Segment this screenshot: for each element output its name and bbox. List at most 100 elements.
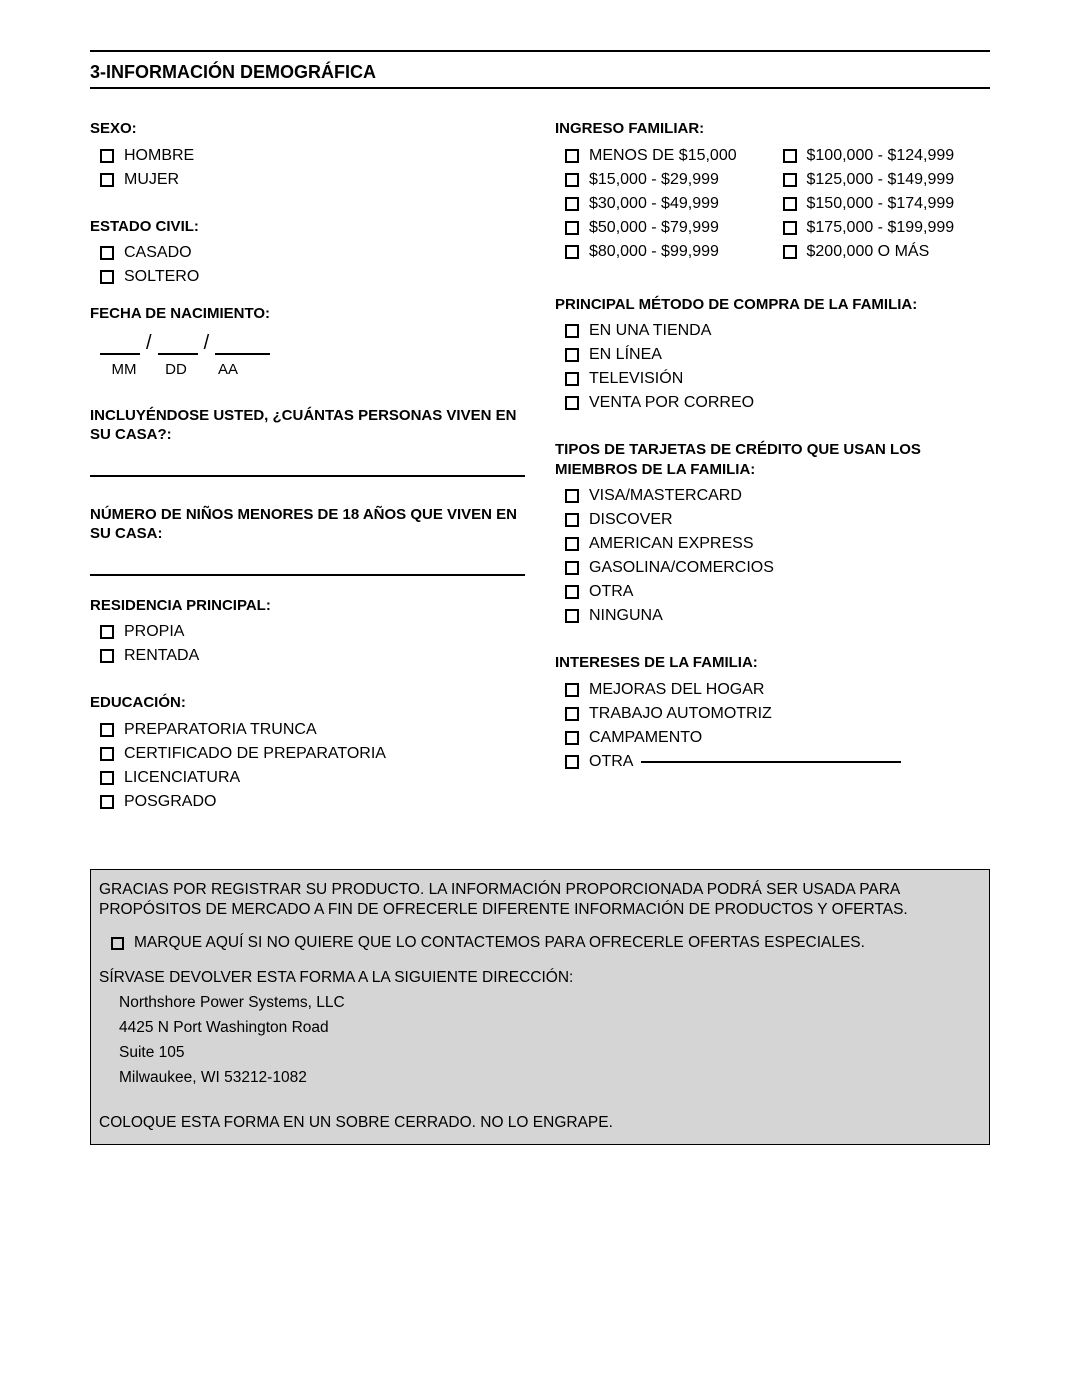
ingreso-i-row[interactable]: $175,000 - $199,999 xyxy=(783,219,991,237)
checkbox-icon xyxy=(565,348,579,362)
checkbox-icon xyxy=(565,585,579,599)
residencia-propia-row[interactable]: PROPIA xyxy=(100,623,525,641)
option-text: EN LÍNEA xyxy=(589,346,662,364)
tarjetas-amex-row[interactable]: AMERICAN EXPRESS xyxy=(565,535,990,553)
metodo-linea-row[interactable]: EN LÍNEA xyxy=(565,346,990,364)
fecha-group: FECHA DE NACIMIENTO: / / MM DD AA xyxy=(90,304,525,378)
ingreso-f-row[interactable]: $100,000 - $124,999 xyxy=(783,147,991,165)
personas-input-line[interactable] xyxy=(90,453,525,477)
tarjetas-gas-row[interactable]: GASOLINA/COMERCIOS xyxy=(565,559,990,577)
checkbox-icon xyxy=(565,221,579,235)
date-entry[interactable]: / / MM DD AA xyxy=(100,332,525,378)
option-text: HOMBRE xyxy=(124,147,194,165)
tarjetas-ninguna-row[interactable]: NINGUNA xyxy=(565,607,990,625)
date-slash: / xyxy=(202,332,212,355)
option-text: $150,000 - $174,999 xyxy=(807,195,955,213)
date-labels: MM DD AA xyxy=(100,361,525,378)
left-column: SEXO: HOMBRE MUJER ESTADO CIVIL: CASADO … xyxy=(90,119,525,839)
ingreso-d-row[interactable]: $50,000 - $79,999 xyxy=(565,219,773,237)
footer-box: GRACIAS POR REGISTRAR SU PRODUCTO. LA IN… xyxy=(90,869,990,1145)
checkbox-icon xyxy=(565,707,579,721)
intereses-hogar-row[interactable]: MEJORAS DEL HOGAR xyxy=(565,681,990,699)
footer-thanks: GRACIAS POR REGISTRAR SU PRODUCTO. LA IN… xyxy=(99,880,981,922)
option-text: NINGUNA xyxy=(589,607,663,625)
checkbox-icon xyxy=(565,683,579,697)
ingreso-j-row[interactable]: $200,000 O MÁS xyxy=(783,243,991,261)
option-text: PREPARATORIA TRUNCA xyxy=(124,721,317,739)
date-aa-slot[interactable] xyxy=(215,335,270,355)
estado-casado-row[interactable]: CASADO xyxy=(100,244,525,262)
option-text: TRABAJO AUTOMOTRIZ xyxy=(589,705,772,723)
intereses-label: INTERESES DE LA FAMILIA: xyxy=(555,653,990,673)
residencia-group: RESIDENCIA PRINCIPAL: PROPIA RENTADA xyxy=(90,596,525,666)
metodo-tienda-row[interactable]: EN UNA TIENDA xyxy=(565,322,990,340)
option-text: $50,000 - $79,999 xyxy=(589,219,719,237)
footer-addr3: Suite 105 xyxy=(119,1043,981,1064)
educacion-cert-prep-row[interactable]: CERTIFICADO DE PREPARATORIA xyxy=(100,745,525,763)
educacion-licenciatura-row[interactable]: LICENCIATURA xyxy=(100,769,525,787)
educacion-posgrado-row[interactable]: POSGRADO xyxy=(100,793,525,811)
metodo-group: PRINCIPAL MÉTODO DE COMPRA DE LA FAMILIA… xyxy=(555,295,990,413)
tarjetas-label: TIPOS DE TARJETAS DE CRÉDITO QUE USAN LO… xyxy=(555,440,990,479)
checkbox-icon xyxy=(783,245,797,259)
option-text: TELEVISIÓN xyxy=(589,370,683,388)
intereses-otra-line[interactable] xyxy=(641,761,901,763)
estado-soltero-row[interactable]: SOLTERO xyxy=(100,268,525,286)
option-text: DISCOVER xyxy=(589,511,673,529)
fecha-label: FECHA DE NACIMIENTO: xyxy=(90,304,525,324)
top-horizontal-rule xyxy=(90,50,990,52)
checkbox-icon xyxy=(100,795,114,809)
checkbox-icon xyxy=(565,149,579,163)
checkbox-icon xyxy=(565,245,579,259)
residencia-label: RESIDENCIA PRINCIPAL: xyxy=(90,596,525,616)
metodo-label: PRINCIPAL MÉTODO DE COMPRA DE LA FAMILIA… xyxy=(555,295,990,315)
metodo-correo-row[interactable]: VENTA POR CORREO xyxy=(565,394,990,412)
checkbox-icon xyxy=(100,246,114,260)
ingreso-c-row[interactable]: $30,000 - $49,999 xyxy=(565,195,773,213)
right-column: INGRESO FAMILIAR: MENOS DE $15,000 $15,0… xyxy=(555,119,990,839)
ingreso-e-row[interactable]: $80,000 - $99,999 xyxy=(565,243,773,261)
educacion-prep-trunca-row[interactable]: PREPARATORIA TRUNCA xyxy=(100,721,525,739)
option-text: $175,000 - $199,999 xyxy=(807,219,955,237)
date-dd-label: DD xyxy=(152,361,200,378)
intereses-otra-row[interactable]: OTRA xyxy=(565,753,990,771)
checkbox-icon xyxy=(565,396,579,410)
ingreso-a-row[interactable]: MENOS DE $15,000 xyxy=(565,147,773,165)
sexo-label: SEXO: xyxy=(90,119,525,139)
personas-group: INCLUYÉNDOSE USTED, ¿CUÁNTAS PERSONAS VI… xyxy=(90,406,525,477)
option-text: EN UNA TIENDA xyxy=(589,322,711,340)
tarjetas-visa-row[interactable]: VISA/MASTERCARD xyxy=(565,487,990,505)
footer-addr4: Milwaukee, WI 53212-1082 xyxy=(119,1068,981,1089)
sexo-mujer-row[interactable]: MUJER xyxy=(100,171,525,189)
date-line: / / xyxy=(100,332,525,355)
tarjetas-group: TIPOS DE TARJETAS DE CRÉDITO QUE USAN LO… xyxy=(555,440,990,625)
tarjetas-discover-row[interactable]: DISCOVER xyxy=(565,511,990,529)
checkbox-icon xyxy=(100,771,114,785)
checkbox-icon xyxy=(783,221,797,235)
option-text: LICENCIATURA xyxy=(124,769,240,787)
option-text: AMERICAN EXPRESS xyxy=(589,535,753,553)
checkbox-icon xyxy=(100,173,114,187)
tarjetas-otra-row[interactable]: OTRA xyxy=(565,583,990,601)
option-text: SOLTERO xyxy=(124,268,199,286)
personas-label: INCLUYÉNDOSE USTED, ¿CUÁNTAS PERSONAS VI… xyxy=(90,406,525,445)
date-dd-slot[interactable] xyxy=(158,335,198,355)
ingreso-h-row[interactable]: $150,000 - $174,999 xyxy=(783,195,991,213)
date-aa-label: AA xyxy=(204,361,252,378)
sexo-hombre-row[interactable]: HOMBRE xyxy=(100,147,525,165)
checkbox-icon xyxy=(100,270,114,284)
ingreso-g-row[interactable]: $125,000 - $149,999 xyxy=(783,171,991,189)
date-mm-slot[interactable] xyxy=(100,335,140,355)
option-text: RENTADA xyxy=(124,647,199,665)
intereses-camp-row[interactable]: CAMPAMENTO xyxy=(565,729,990,747)
footer-optout-row[interactable]: MARQUE AQUÍ SI NO QUIERE QUE LO CONTACTE… xyxy=(111,933,981,954)
option-text: $125,000 - $149,999 xyxy=(807,171,955,189)
ingreso-b-row[interactable]: $15,000 - $29,999 xyxy=(565,171,773,189)
intereses-group: INTERESES DE LA FAMILIA: MEJORAS DEL HOG… xyxy=(555,653,990,771)
option-text: MUJER xyxy=(124,171,179,189)
intereses-auto-row[interactable]: TRABAJO AUTOMOTRIZ xyxy=(565,705,990,723)
option-text: $80,000 - $99,999 xyxy=(589,243,719,261)
ninos-input-line[interactable] xyxy=(90,552,525,576)
metodo-tv-row[interactable]: TELEVISIÓN xyxy=(565,370,990,388)
residencia-rentada-row[interactable]: RENTADA xyxy=(100,647,525,665)
